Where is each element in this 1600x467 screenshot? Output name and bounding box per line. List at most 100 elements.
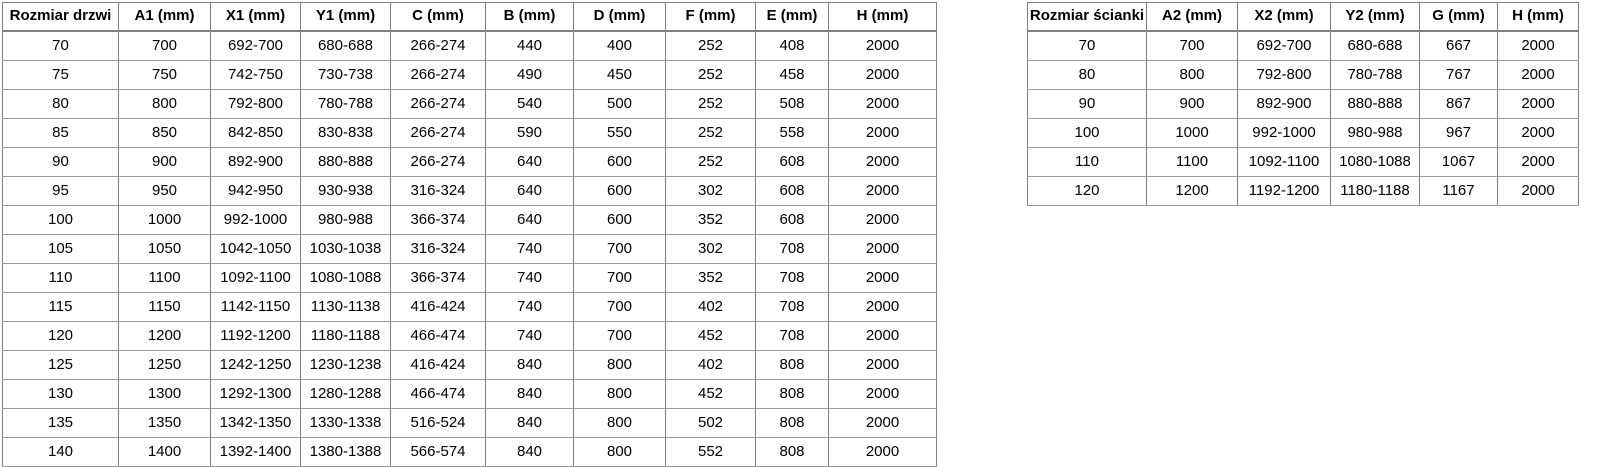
cell: 730-738 bbox=[300, 60, 391, 90]
cell: 1000 bbox=[1146, 118, 1238, 148]
cell: 266-274 bbox=[390, 89, 486, 119]
cell: 800 bbox=[1146, 60, 1238, 90]
table-row: 110 1100 1092-1100 1080-1088 366-374 740 700 35… bbox=[2, 263, 937, 293]
cell: 120 bbox=[1027, 176, 1147, 206]
cell: 440 bbox=[485, 30, 574, 61]
cell: 316-324 bbox=[390, 176, 486, 206]
cell: 740 bbox=[485, 292, 574, 322]
cell: 2000 bbox=[828, 350, 937, 380]
cell: 840 bbox=[485, 408, 574, 438]
cell: 416-424 bbox=[390, 292, 486, 322]
cell: 800 bbox=[118, 89, 211, 119]
cell: 1242-1250 bbox=[210, 350, 301, 380]
cell: 1092-1100 bbox=[1237, 147, 1331, 177]
cell: 2000 bbox=[828, 89, 937, 119]
cell: 110 bbox=[1027, 147, 1147, 177]
cell: 600 bbox=[573, 205, 666, 235]
cell: 992-1000 bbox=[210, 205, 301, 235]
cell: 792-800 bbox=[1237, 60, 1331, 90]
cell: 700 bbox=[1146, 30, 1238, 61]
door-col-header-x1: X1 (mm) bbox=[210, 2, 301, 32]
cell: 700 bbox=[573, 292, 666, 322]
cell: 502 bbox=[665, 408, 756, 438]
cell: 400 bbox=[573, 30, 666, 61]
cell: 2000 bbox=[828, 321, 937, 351]
cell: 1192-1200 bbox=[210, 321, 301, 351]
cell: 252 bbox=[665, 118, 756, 148]
cell: 90 bbox=[2, 147, 119, 177]
cell: 2000 bbox=[1497, 60, 1579, 90]
cell: 2000 bbox=[828, 176, 937, 206]
cell: 667 bbox=[1419, 30, 1498, 61]
door-table-header-row: Rozmiar drzwi A1 (mm) X1 (mm) Y1 (mm) C … bbox=[2, 2, 937, 32]
cell: 840 bbox=[485, 350, 574, 380]
table-row: 90 900 892-900 880-888 266-274 640 600 252 608 20… bbox=[2, 147, 937, 177]
cell: 2000 bbox=[828, 292, 937, 322]
cell: 680-688 bbox=[300, 30, 391, 61]
cell: 842-850 bbox=[210, 118, 301, 148]
cell: 1380-1388 bbox=[300, 437, 391, 467]
cell: 516-524 bbox=[390, 408, 486, 438]
door-col-header-c: C (mm) bbox=[390, 2, 486, 32]
cell: 1280-1288 bbox=[300, 379, 391, 409]
wall-panel-size-table: Rozmiar ścianki A2 (mm) X2 (mm) Y2 (mm) … bbox=[1027, 2, 1579, 206]
cell: 880-888 bbox=[1330, 89, 1420, 119]
cell: 402 bbox=[665, 292, 756, 322]
cell: 608 bbox=[755, 147, 829, 177]
cell: 416-424 bbox=[390, 350, 486, 380]
cell: 608 bbox=[755, 205, 829, 235]
table-row: 85 850 842-850 830-838 266-274 590 550 252 558 20… bbox=[2, 118, 937, 148]
cell: 490 bbox=[485, 60, 574, 90]
door-size-table: Rozmiar drzwi A1 (mm) X1 (mm) Y1 (mm) C … bbox=[2, 2, 937, 467]
cell: 750 bbox=[118, 60, 211, 90]
cell: 552 bbox=[665, 437, 756, 467]
cell: 1300 bbox=[118, 379, 211, 409]
cell: 892-900 bbox=[210, 147, 301, 177]
cell: 2000 bbox=[828, 205, 937, 235]
cell: 466-474 bbox=[390, 321, 486, 351]
cell: 980-988 bbox=[300, 205, 391, 235]
cell: 708 bbox=[755, 292, 829, 322]
door-col-header-a1: A1 (mm) bbox=[118, 2, 211, 32]
cell: 80 bbox=[2, 89, 119, 119]
cell: 550 bbox=[573, 118, 666, 148]
cell: 1292-1300 bbox=[210, 379, 301, 409]
cell: 1230-1238 bbox=[300, 350, 391, 380]
cell: 880-888 bbox=[300, 147, 391, 177]
cell: 700 bbox=[118, 30, 211, 61]
cell: 800 bbox=[573, 379, 666, 409]
cell: 767 bbox=[1419, 60, 1498, 90]
cell: 640 bbox=[485, 147, 574, 177]
table-row: 130 1300 1292-1300 1280-1288 466-474 840 800 45… bbox=[2, 379, 937, 409]
cell: 840 bbox=[485, 437, 574, 467]
cell: 95 bbox=[2, 176, 119, 206]
cell: 950 bbox=[118, 176, 211, 206]
cell: 466-474 bbox=[390, 379, 486, 409]
cell: 680-688 bbox=[1330, 30, 1420, 61]
cell: 316-324 bbox=[390, 234, 486, 264]
cell: 2000 bbox=[828, 408, 937, 438]
cell: 252 bbox=[665, 147, 756, 177]
cell: 266-274 bbox=[390, 30, 486, 61]
cell: 808 bbox=[755, 408, 829, 438]
cell: 70 bbox=[1027, 30, 1147, 61]
cell: 450 bbox=[573, 60, 666, 90]
cell: 900 bbox=[118, 147, 211, 177]
wall-col-header-rozmiar-scianki: Rozmiar ścianki bbox=[1027, 2, 1147, 32]
table-row: 120 1200 1192-1200 1180-1188 466-474 740 700 45… bbox=[2, 321, 937, 351]
cell: 892-900 bbox=[1237, 89, 1331, 119]
table-row: 120 1200 1192-1200 1180-1188 1167 2000 bbox=[1027, 176, 1579, 206]
cell: 1350 bbox=[118, 408, 211, 438]
cell: 967 bbox=[1419, 118, 1498, 148]
cell: 1100 bbox=[118, 263, 211, 293]
cell: 2000 bbox=[1497, 30, 1579, 61]
cell: 808 bbox=[755, 437, 829, 467]
cell: 708 bbox=[755, 321, 829, 351]
door-table-head: Rozmiar drzwi A1 (mm) X1 (mm) Y1 (mm) C … bbox=[2, 2, 937, 32]
cell: 692-700 bbox=[210, 30, 301, 61]
cell: 100 bbox=[2, 205, 119, 235]
door-col-header-rozmiar-drzwi: Rozmiar drzwi bbox=[2, 2, 119, 32]
table-row: 140 1400 1392-1400 1380-1388 566-574 840 800 55… bbox=[2, 437, 937, 467]
door-col-header-y1: Y1 (mm) bbox=[300, 2, 391, 32]
